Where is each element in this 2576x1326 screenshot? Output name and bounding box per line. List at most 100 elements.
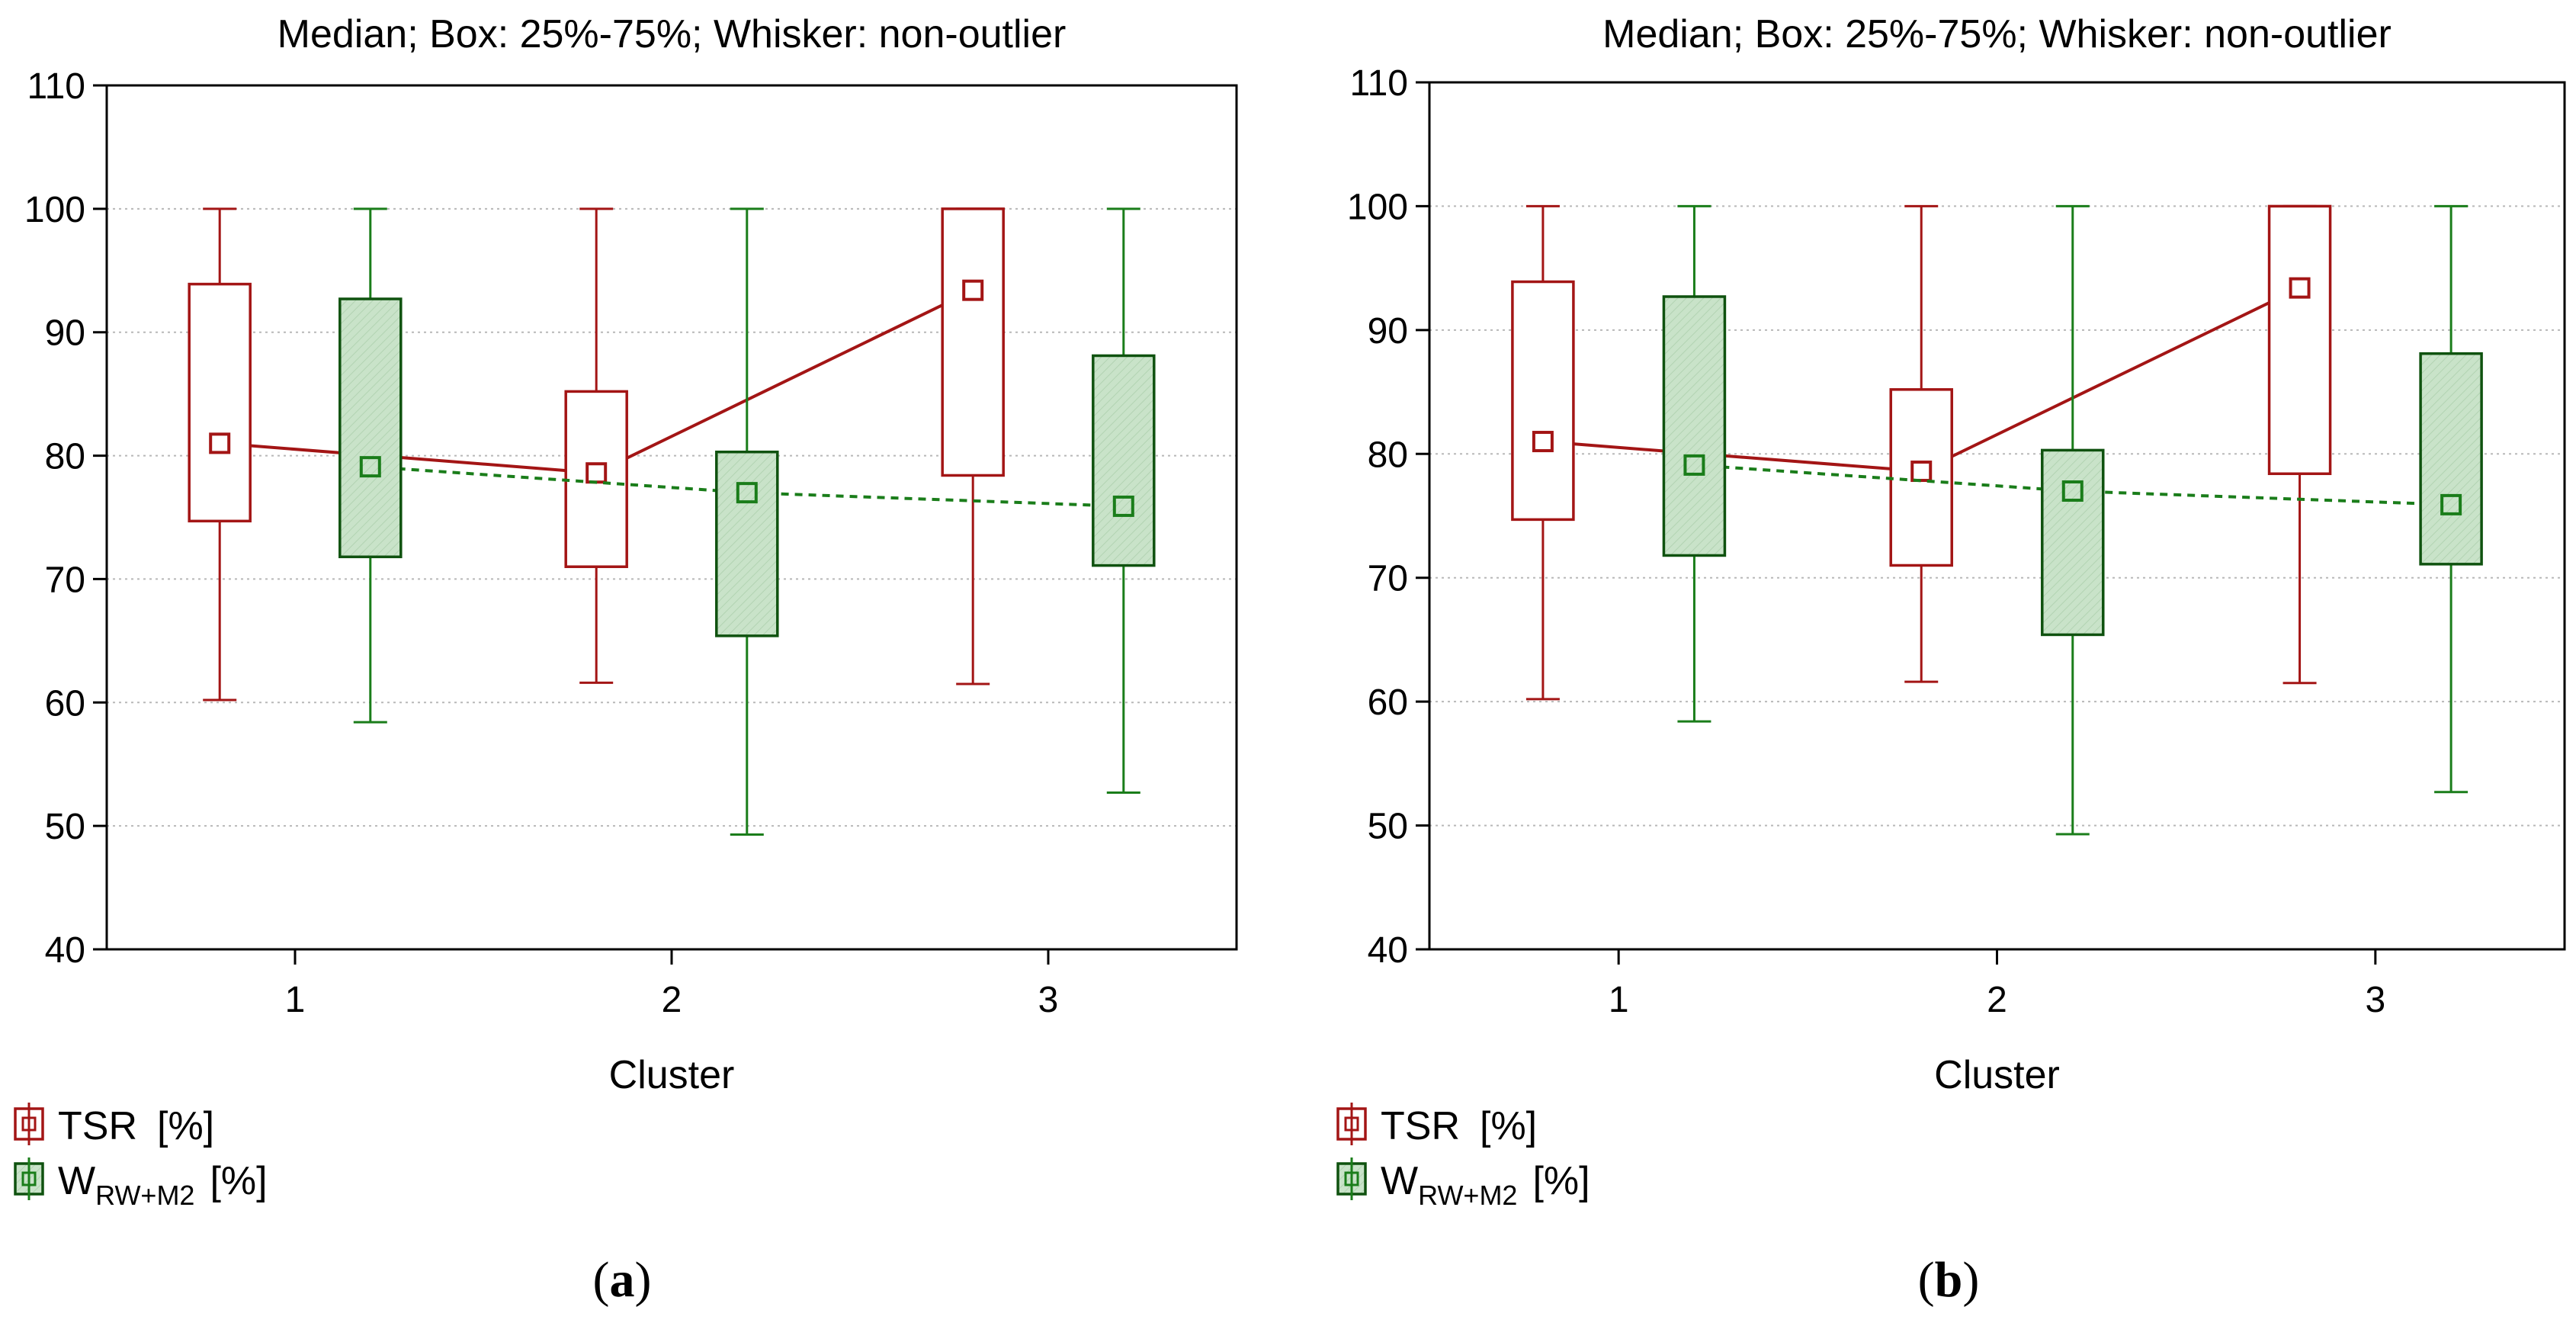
y-tick-label: 50 — [1368, 807, 1408, 847]
x-tick-label: 1 — [1609, 980, 1629, 1020]
legend-name: TSR — [58, 1104, 137, 1148]
legend-unit: [%] — [210, 1159, 267, 1203]
legend-name: TSR — [1381, 1104, 1460, 1148]
iqr-box — [715, 450, 779, 637]
legend-unit: [%] — [157, 1104, 214, 1148]
legend-label: WRW+M2 [%] — [58, 1159, 268, 1211]
box-w-cluster-1 — [338, 207, 403, 724]
iqr-box — [564, 390, 628, 568]
iqr-box — [2419, 352, 2483, 566]
legend-item-w: WRW+M2 [%] — [14, 1157, 268, 1211]
median-marker — [962, 279, 984, 301]
plot-frame — [105, 84, 1238, 951]
chart-title: Median; Box: 25%-75%; Whisker: non-outli… — [277, 12, 1067, 56]
y-tick-label: 80 — [45, 437, 85, 477]
series-tsr — [1511, 204, 2332, 701]
box-tsr-cluster-2 — [564, 207, 628, 684]
panel-caption-close: ) — [1962, 1252, 1979, 1308]
x-axis-label: Cluster — [609, 1053, 735, 1097]
panel-b: Median; Box: 25%-75%; Whisker: non-outli… — [1336, 12, 2566, 1308]
box-tsr-cluster-3 — [2267, 204, 2332, 685]
legend: TSR [%] WRW+M2 [%] — [1336, 1103, 1590, 1211]
iqr-box — [188, 282, 252, 523]
iqr-box — [2041, 448, 2105, 637]
median-marker — [1112, 495, 1134, 517]
box-w-cluster-3 — [1092, 207, 1156, 794]
legend-label: WRW+M2 [%] — [1381, 1159, 1590, 1211]
legend-item-tsr: TSR [%] — [1336, 1103, 1537, 1148]
y-tick-label: 50 — [45, 807, 85, 847]
x-tick-label: 3 — [1038, 980, 1059, 1020]
panel-a: Median; Box: 25%-75%; Whisker: non-outli… — [14, 12, 1238, 1308]
y-tick-label: 90 — [45, 313, 85, 354]
y-tick-label: 40 — [45, 930, 85, 971]
y-tick-label: 70 — [45, 560, 85, 600]
panel-caption-letter: b — [1935, 1252, 1963, 1308]
y-tick-label: 70 — [1368, 559, 1408, 599]
x-axis-label: Cluster — [1934, 1053, 2060, 1097]
y-tick-label: 60 — [1368, 682, 1408, 723]
y-tick-label: 80 — [1368, 435, 1408, 475]
panel-caption-open: ( — [593, 1252, 610, 1308]
legend: TSR [%] WRW+M2 [%] — [14, 1103, 268, 1211]
box-tsr-cluster-1 — [188, 207, 252, 702]
y-tick-label: 40 — [1368, 930, 1408, 971]
median-marker — [1683, 454, 1705, 476]
series-tsr — [188, 207, 1005, 702]
iqr-box — [2267, 204, 2332, 476]
iqr-box — [1092, 354, 1156, 567]
plot-frame — [1428, 81, 2566, 951]
legend-name: W — [1381, 1159, 1418, 1203]
legend-swatch-marker — [1344, 1171, 1359, 1186]
median-marker — [1532, 431, 1554, 453]
box-w-cluster-2 — [2041, 204, 2105, 836]
iqr-box — [941, 207, 1005, 477]
legend-swatch-marker — [21, 1171, 37, 1186]
iqr-box — [338, 297, 403, 559]
legend-name-subscript: RW+M2 — [1418, 1180, 1517, 1211]
legend-unit: [%] — [1532, 1159, 1590, 1203]
median-marker — [1910, 461, 1933, 483]
legend-item-w: WRW+M2 [%] — [1336, 1157, 1590, 1211]
box-w-cluster-3 — [2419, 204, 2483, 794]
median-marker — [359, 456, 381, 478]
series-w — [1662, 204, 2483, 836]
y-tick-label: 110 — [27, 66, 85, 107]
iqr-box — [1511, 280, 1575, 522]
legend-swatch-marker — [21, 1116, 37, 1132]
chart-title: Median; Box: 25%-75%; Whisker: non-outli… — [1602, 12, 2392, 56]
panel-caption: (a) — [593, 1252, 652, 1308]
median-marker — [2440, 493, 2462, 515]
box-tsr-cluster-3 — [941, 207, 1005, 685]
iqr-box — [1889, 388, 1953, 567]
box-w-cluster-1 — [1662, 204, 1727, 723]
median-marker — [209, 432, 231, 454]
iqr-box — [1662, 295, 1727, 557]
median-marker — [2061, 480, 2084, 502]
x-tick-label: 2 — [662, 980, 682, 1020]
median-marker — [2289, 277, 2311, 299]
panel-caption-close: ) — [635, 1252, 652, 1308]
legend-name: W — [58, 1159, 95, 1203]
panel-caption-open: ( — [1918, 1252, 1935, 1308]
legend-swatch-marker — [1344, 1116, 1359, 1132]
box-w-cluster-2 — [715, 207, 779, 836]
y-tick-label: 110 — [1349, 63, 1408, 104]
y-tick-label: 100 — [1347, 187, 1408, 227]
median-line-w — [1694, 463, 2452, 506]
panel-caption-letter: a — [610, 1252, 635, 1308]
box-tsr-cluster-1 — [1511, 204, 1575, 701]
y-tick-label: 90 — [1368, 311, 1408, 352]
series-w — [338, 207, 1156, 836]
box-tsr-cluster-2 — [1889, 204, 1953, 683]
y-tick-label: 100 — [24, 190, 85, 230]
legend-item-tsr: TSR [%] — [14, 1103, 214, 1148]
x-tick-label: 2 — [1987, 980, 2007, 1020]
legend-unit: [%] — [1480, 1104, 1537, 1148]
panel-caption: (b) — [1918, 1252, 1980, 1308]
x-tick-label: 3 — [2365, 980, 2385, 1020]
x-tick-label: 1 — [285, 980, 306, 1020]
legend-name-subscript: RW+M2 — [95, 1180, 194, 1211]
legend-label: TSR [%] — [58, 1104, 214, 1148]
